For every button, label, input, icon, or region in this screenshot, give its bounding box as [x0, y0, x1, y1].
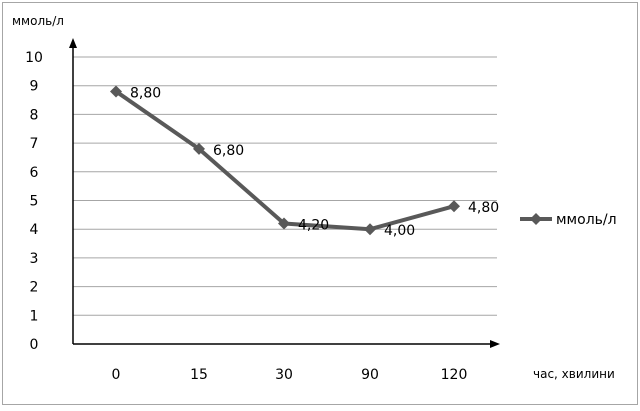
y-tick-labels: 0 1 2 3 4 5 6 7 8 9 10: [25, 50, 43, 353]
y-tick-label: 5: [30, 194, 39, 210]
y-tick-label: 1: [30, 308, 39, 324]
data-point: [193, 142, 205, 155]
y-tick-label: 10: [25, 50, 43, 66]
data-label: 4,80: [468, 200, 499, 216]
legend-marker: [530, 213, 542, 225]
legend-label: ммоль/л: [556, 212, 617, 228]
x-axis-arrow: [490, 340, 500, 348]
x-tick-label: 90: [361, 367, 379, 383]
chart-border: [2, 2, 638, 405]
y-tick-label: 0: [30, 337, 39, 353]
y-tick-label: 6: [30, 165, 39, 181]
data-point: [364, 223, 376, 236]
x-tick-label: 0: [112, 367, 121, 383]
data-label: 4,20: [298, 217, 329, 233]
axes: [69, 38, 500, 348]
data-label: 8,80: [130, 85, 161, 101]
y-tick-label: 7: [30, 136, 39, 152]
series-group: [110, 85, 460, 236]
data-point: [278, 217, 290, 230]
y-axis-arrow: [69, 38, 77, 48]
y-tick-label: 4: [30, 222, 39, 238]
y-axis-label: ммоль/л: [12, 14, 64, 28]
x-axis-label: час, хвилини: [533, 367, 615, 381]
data-point: [448, 200, 460, 213]
legend: ммоль/л: [520, 212, 617, 228]
y-tick-label: 9: [30, 79, 39, 95]
x-tick-label: 15: [190, 367, 208, 383]
y-tick-label: 2: [30, 280, 39, 296]
data-label: 4,00: [384, 223, 415, 239]
data-labels: 8,80 6,80 4,20 4,00 4,80: [130, 85, 499, 239]
x-tick-label: 30: [275, 367, 293, 383]
data-label: 6,80: [213, 143, 244, 159]
y-tick-label: 3: [30, 251, 39, 267]
gridlines: [73, 56, 497, 316]
x-tick-labels: 0 15 30 90 120: [112, 367, 468, 383]
data-point: [110, 85, 122, 98]
x-tick-label: 120: [441, 367, 468, 383]
y-tick-label: 8: [30, 107, 39, 123]
